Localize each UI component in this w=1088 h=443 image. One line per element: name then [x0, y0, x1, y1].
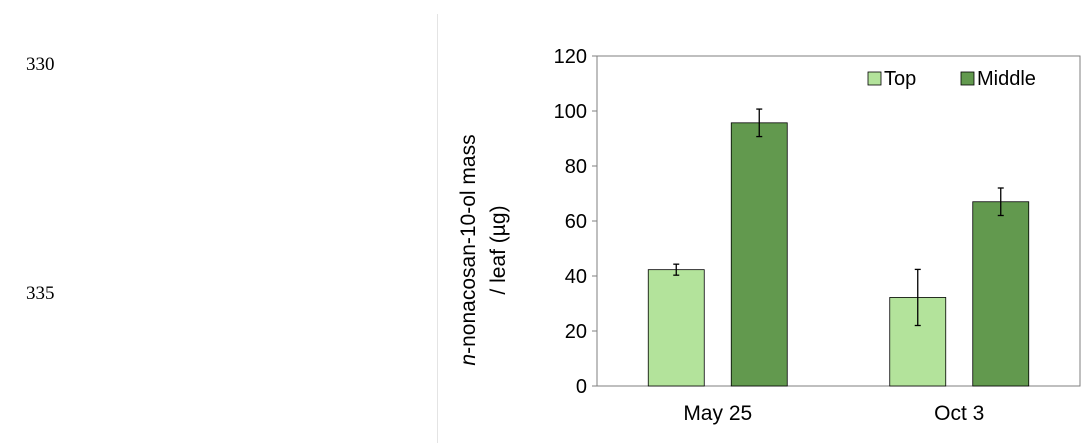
- legend-label-middle: Middle: [977, 68, 1036, 90]
- x-category-label: May 25: [683, 402, 752, 425]
- bar-middle-0: [730, 122, 788, 387]
- plot-area: 0 20 40 60 80 100 120 May 25 Oct 3 Top Middle: [554, 46, 1081, 425]
- page-divider: [437, 14, 438, 443]
- line-number-330: 330: [26, 54, 55, 75]
- y-tick-label: 20: [565, 321, 587, 343]
- y-tick-label: 100: [554, 101, 587, 123]
- legend-swatch-middle: [960, 71, 975, 86]
- y-tick-label: 0: [576, 376, 587, 398]
- line-number-335: 335: [26, 283, 55, 304]
- y-tick-label: 60: [565, 211, 587, 233]
- y-tick-label: 80: [565, 156, 587, 178]
- legend-label-top: Top: [884, 68, 916, 90]
- legend-swatch-top: [867, 71, 882, 86]
- bar-top-0: [647, 269, 705, 387]
- x-category-label: Oct 3: [934, 402, 984, 425]
- y-axis-label: n-nonacosan-10-ol mass: [457, 134, 480, 365]
- y-tick-label: 40: [565, 266, 587, 288]
- bar-middle-1: [972, 201, 1030, 387]
- y-tick-label: 120: [554, 46, 587, 68]
- y-axis-label-line-2: / leaf (µg): [487, 205, 510, 294]
